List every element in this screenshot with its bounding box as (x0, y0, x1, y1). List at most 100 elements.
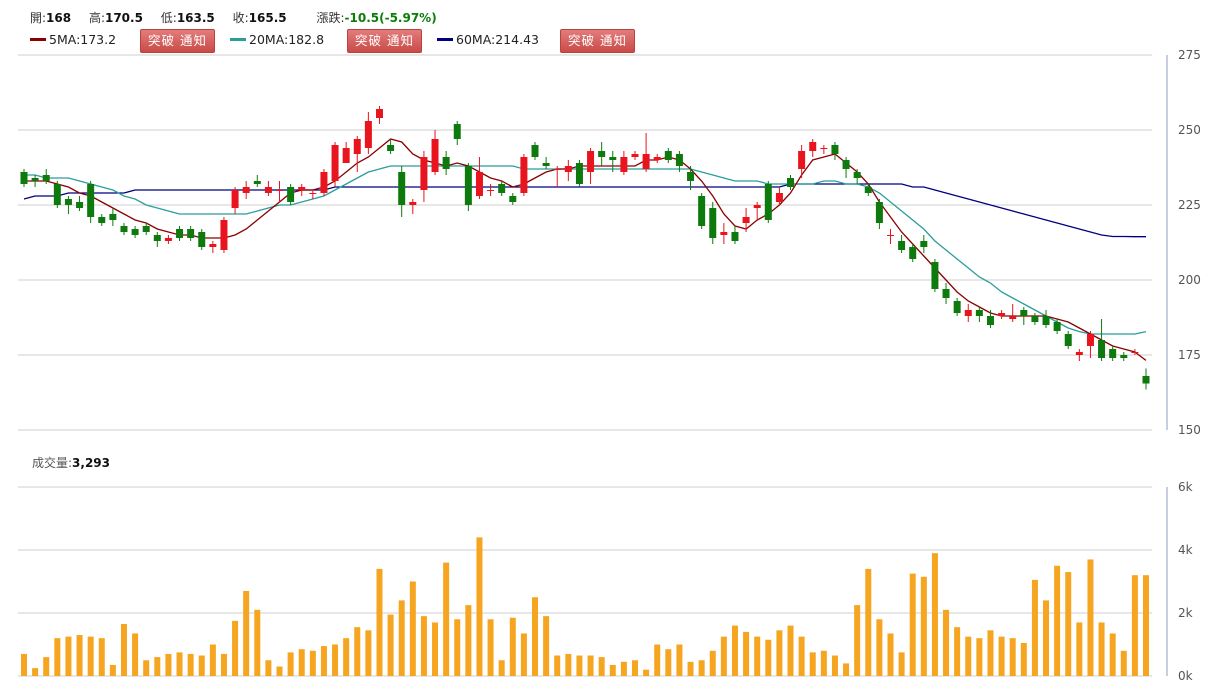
candle-up (798, 151, 806, 169)
candle-up (242, 187, 250, 193)
volume-label: 成交量: (32, 456, 73, 470)
ma5-legend-item: 5MA:173.2 (30, 32, 116, 47)
volume-bar (676, 644, 683, 676)
volume-bar (154, 657, 161, 676)
candle-up (620, 157, 628, 172)
candle-down (920, 241, 928, 247)
candle-down (831, 145, 839, 154)
volume-bar (165, 653, 172, 676)
volume-bar (509, 617, 516, 676)
volume-bar (298, 649, 305, 676)
volume-bar (1043, 600, 1050, 676)
ma60-breakout-notify-button[interactable]: 突破 通知 (560, 29, 635, 53)
candle-down (1064, 334, 1072, 346)
volume-bar (765, 639, 772, 676)
candle-down (453, 124, 461, 139)
candle-down (442, 157, 450, 169)
candle-up (520, 157, 528, 193)
candle-up (553, 169, 561, 170)
candle-up (375, 109, 383, 118)
candle-down (131, 229, 139, 235)
volume-axis-tick-label: 4k (1178, 543, 1193, 557)
candle-up (820, 148, 828, 149)
volume-axis-tick-label: 2k (1178, 606, 1193, 620)
volume-bar (32, 668, 39, 676)
candle-down (609, 157, 617, 160)
volume-bar (254, 609, 261, 676)
volume-bar (487, 619, 494, 676)
volume-bar (865, 568, 872, 676)
volume-bar (543, 616, 550, 676)
candle-down (931, 262, 939, 289)
volume-bar (476, 537, 483, 676)
candle-up (409, 202, 417, 205)
candle-up (742, 217, 750, 223)
candle-up (753, 205, 761, 208)
candle-down (176, 229, 184, 238)
candle-down (842, 160, 850, 169)
5ma-line (24, 138, 1147, 361)
volume-bar (698, 660, 705, 676)
volume-bar (965, 636, 972, 676)
candle-down (87, 184, 95, 217)
volume-bar (43, 657, 50, 676)
ma20-label: 20MA:182.8 (249, 32, 325, 47)
volume-bar (798, 636, 805, 676)
candle-down (909, 247, 917, 259)
candle-down (109, 214, 117, 220)
candle-down (53, 184, 61, 205)
ma60-label: 60MA:214.43 (456, 32, 539, 47)
candle-down (142, 226, 150, 232)
candle-up (220, 220, 228, 250)
candle-up (331, 145, 339, 181)
price-axis-tick-label: 225 (1178, 198, 1201, 212)
candle-down (787, 178, 795, 187)
candle-up (353, 139, 361, 154)
candle-down (698, 196, 706, 226)
volume-bar (220, 653, 227, 676)
volume-bar (287, 652, 294, 676)
volume-bar (420, 616, 427, 676)
candle-down (498, 184, 506, 193)
high-label: 高: (88, 11, 105, 25)
ma20-breakout-notify-button[interactable]: 突破 通知 (347, 29, 422, 53)
volume-bar (443, 562, 450, 676)
candle-up (1131, 352, 1139, 353)
volume-bar (276, 666, 283, 676)
candle-down (98, 217, 106, 223)
volume-bar (843, 663, 850, 676)
candle-down (531, 145, 539, 157)
candle-down (953, 301, 961, 313)
candle-down (853, 172, 861, 178)
candle-down (731, 232, 739, 241)
volume-bar (1131, 575, 1138, 676)
candle-down (76, 202, 84, 208)
candle-up (720, 232, 728, 235)
volume-bar (831, 655, 838, 676)
volume-bar (320, 646, 327, 676)
volume-bar (743, 631, 750, 676)
candle-down (398, 172, 406, 205)
price-axis-tick-label: 150 (1178, 423, 1201, 437)
candle-down (287, 187, 295, 202)
volume-bar (998, 636, 1005, 676)
volume-bar (920, 576, 927, 676)
candle-down (864, 187, 872, 193)
candle-up (631, 154, 639, 157)
volume-bar (876, 619, 883, 676)
volume-bar (232, 620, 239, 676)
candle-up (998, 313, 1006, 316)
candle-up (209, 244, 217, 247)
change-label: 漲跌: (316, 11, 345, 25)
candle-up (342, 148, 350, 163)
volume-bar (354, 627, 361, 676)
volume-bar (987, 630, 994, 676)
candle-down (120, 226, 128, 232)
volume-bar (954, 627, 961, 676)
volume-bar (1054, 565, 1061, 676)
ma5-breakout-notify-button[interactable]: 突破 通知 (140, 29, 215, 53)
candle-up (809, 142, 817, 151)
price-axis-tick-label: 250 (1178, 123, 1201, 137)
candle-up (587, 151, 595, 172)
